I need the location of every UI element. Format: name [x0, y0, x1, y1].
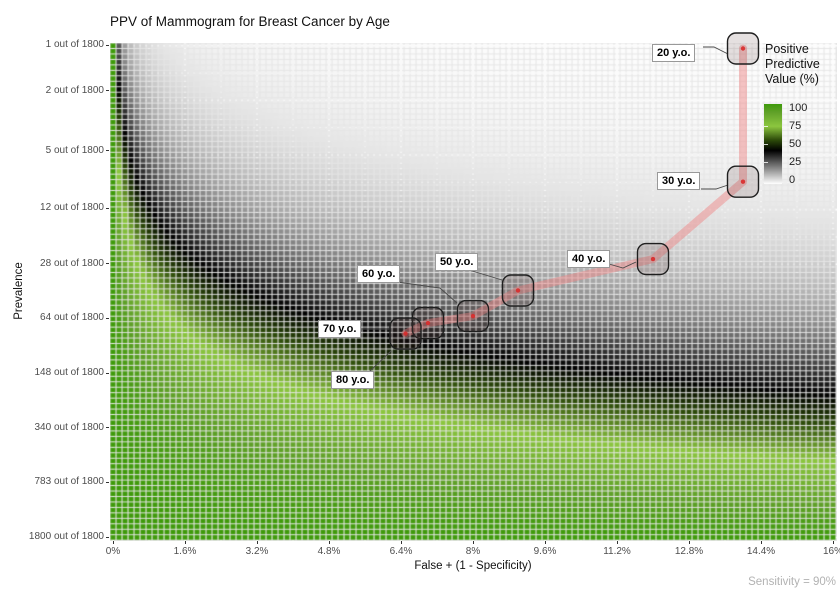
age-label: 60 y.o.: [357, 265, 401, 283]
legend-tick-label: 0: [789, 173, 796, 186]
y-tick-mark: [106, 372, 109, 374]
age-leader-line: [608, 261, 637, 269]
x-tick-mark: [328, 541, 330, 544]
age-leader-line: [701, 184, 729, 190]
y-tick-mark: [106, 536, 109, 538]
y-tick-mark: [106, 481, 109, 483]
x-tick-mark: [112, 541, 114, 544]
y-tick-mark: [106, 90, 109, 92]
legend-tick-label: 100: [789, 101, 808, 114]
x-tick-mark: [544, 541, 546, 544]
age-leader-line: [703, 46, 729, 55]
age-label: 70 y.o.: [318, 320, 362, 338]
y-tick-mark: [106, 44, 109, 46]
age-point-dot: [470, 313, 476, 319]
y-tick-label: 12 out of 1800: [40, 202, 104, 214]
x-tick-mark: [832, 541, 834, 544]
age-leader-line: [369, 350, 392, 372]
x-tick-label: 0%: [105, 546, 121, 557]
x-tick-label: 6.4%: [389, 546, 413, 557]
age-point-dot: [425, 320, 431, 326]
caption-sensitivity: Sensitivity = 90%: [748, 576, 836, 588]
age-label: 50 y.o.: [435, 253, 479, 271]
y-tick-mark: [106, 150, 109, 152]
x-tick-label: 16%: [822, 546, 840, 557]
age-leader-line: [396, 281, 458, 304]
legend-notch: [764, 162, 768, 163]
legend-notch: [764, 144, 768, 145]
age-label: 40 y.o.: [567, 250, 611, 268]
age-leader-line: [468, 269, 503, 281]
x-tick-label: 12.8%: [674, 546, 704, 557]
y-tick-mark: [106, 207, 109, 209]
y-tick-label: 783 out of 1800: [34, 476, 104, 488]
x-tick-label: 1.6%: [173, 546, 197, 557]
x-axis-title: False + (1 - Specificity): [414, 560, 532, 572]
x-tick-mark: [688, 541, 690, 544]
y-tick-label: 148 out of 1800: [34, 367, 104, 379]
y-tick-label: 1 out of 1800: [45, 39, 104, 51]
y-tick-label: 64 out of 1800: [40, 312, 104, 324]
legend-notch: [764, 126, 768, 127]
x-tick-mark: [472, 541, 474, 544]
age-trend-line: [401, 44, 747, 338]
x-tick-label: 3.2%: [245, 546, 269, 557]
legend-colorbar: [764, 104, 782, 184]
x-tick-mark: [256, 541, 258, 544]
legend-tick-label: 50: [789, 137, 802, 150]
y-tick-mark: [106, 317, 109, 319]
chart-title: PPV of Mammogram for Breast Cancer by Ag…: [110, 14, 390, 29]
y-tick-label: 2 out of 1800: [45, 84, 104, 96]
legend-title: Positive Predictive Value (%): [765, 42, 820, 86]
age-point-dot: [740, 179, 746, 184]
age-point-dot: [403, 331, 408, 336]
heatmap-panel: [110, 43, 837, 541]
age-label: 30 y.o.: [657, 172, 701, 190]
age-point-dot: [650, 256, 656, 262]
y-tick-label: 5 out of 1800: [45, 144, 104, 156]
age-label: 20 y.o.: [652, 44, 696, 62]
y-tick-label: 340 out of 1800: [34, 421, 104, 433]
legend-tick-label: 75: [789, 119, 802, 132]
age-label: 80 y.o.: [331, 371, 375, 389]
y-tick-mark: [106, 263, 109, 265]
age-point-dot: [515, 288, 521, 293]
age-point-dot: [740, 46, 746, 51]
x-tick-mark: [400, 541, 402, 544]
y-tick-label: 28 out of 1800: [40, 257, 104, 269]
y-tick-mark: [106, 427, 109, 429]
y-tick-label: 1800 out of 1800: [28, 531, 104, 542]
x-tick-label: 9.6%: [533, 546, 557, 557]
x-tick-label: 11.2%: [603, 546, 631, 557]
x-tick-label: 8%: [465, 546, 481, 557]
x-tick-label: 14.4%: [746, 546, 776, 557]
x-tick-mark: [760, 541, 762, 544]
x-tick-mark: [184, 541, 186, 544]
x-tick-mark: [616, 541, 618, 544]
legend-tick-label: 25: [789, 155, 802, 168]
x-tick-label: 4.8%: [317, 546, 341, 557]
